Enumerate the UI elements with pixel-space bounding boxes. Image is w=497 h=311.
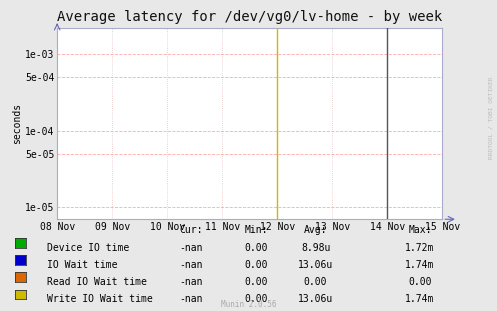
Text: 1.72m: 1.72m — [405, 243, 435, 253]
Text: -nan: -nan — [179, 260, 203, 270]
Text: 0.00: 0.00 — [244, 294, 268, 304]
Text: -nan: -nan — [179, 294, 203, 304]
Title: Average latency for /dev/vg0/lv-home - by week: Average latency for /dev/vg0/lv-home - b… — [57, 10, 442, 24]
Y-axis label: seconds: seconds — [12, 103, 22, 144]
Text: RRDTOOL / TOBI OETIKER: RRDTOOL / TOBI OETIKER — [489, 77, 494, 160]
Text: -nan: -nan — [179, 243, 203, 253]
Text: IO Wait time: IO Wait time — [47, 260, 118, 270]
Text: 13.06u: 13.06u — [298, 260, 333, 270]
Text: 1.74m: 1.74m — [405, 260, 435, 270]
Text: 0.00: 0.00 — [408, 277, 432, 287]
Text: 1.74m: 1.74m — [405, 294, 435, 304]
Text: Cur:: Cur: — [179, 225, 203, 235]
Text: 8.98u: 8.98u — [301, 243, 331, 253]
Text: 13.06u: 13.06u — [298, 294, 333, 304]
Text: 0.00: 0.00 — [244, 260, 268, 270]
Text: Read IO Wait time: Read IO Wait time — [47, 277, 147, 287]
Text: Avg:: Avg: — [304, 225, 328, 235]
Text: Max:: Max: — [408, 225, 432, 235]
Text: 0.00: 0.00 — [244, 277, 268, 287]
Text: Munin 2.0.56: Munin 2.0.56 — [221, 300, 276, 309]
Text: 0.00: 0.00 — [244, 243, 268, 253]
Text: -nan: -nan — [179, 277, 203, 287]
Text: 0.00: 0.00 — [304, 277, 328, 287]
Text: Min:: Min: — [244, 225, 268, 235]
Text: Device IO time: Device IO time — [47, 243, 129, 253]
Text: Write IO Wait time: Write IO Wait time — [47, 294, 153, 304]
